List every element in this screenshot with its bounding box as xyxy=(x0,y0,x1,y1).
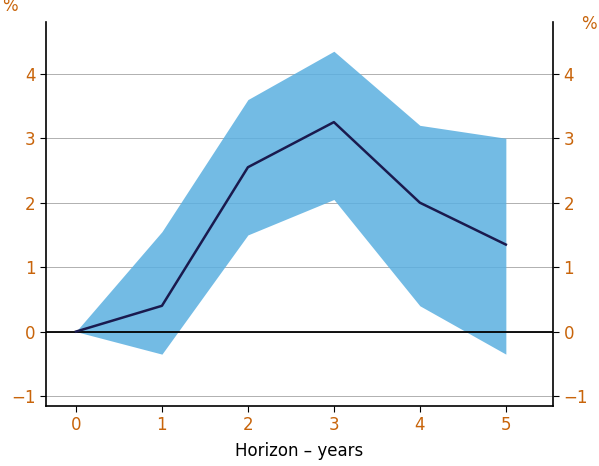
Y-axis label: %: % xyxy=(2,0,18,14)
Y-axis label: %: % xyxy=(581,14,597,33)
X-axis label: Horizon – years: Horizon – years xyxy=(235,442,364,460)
